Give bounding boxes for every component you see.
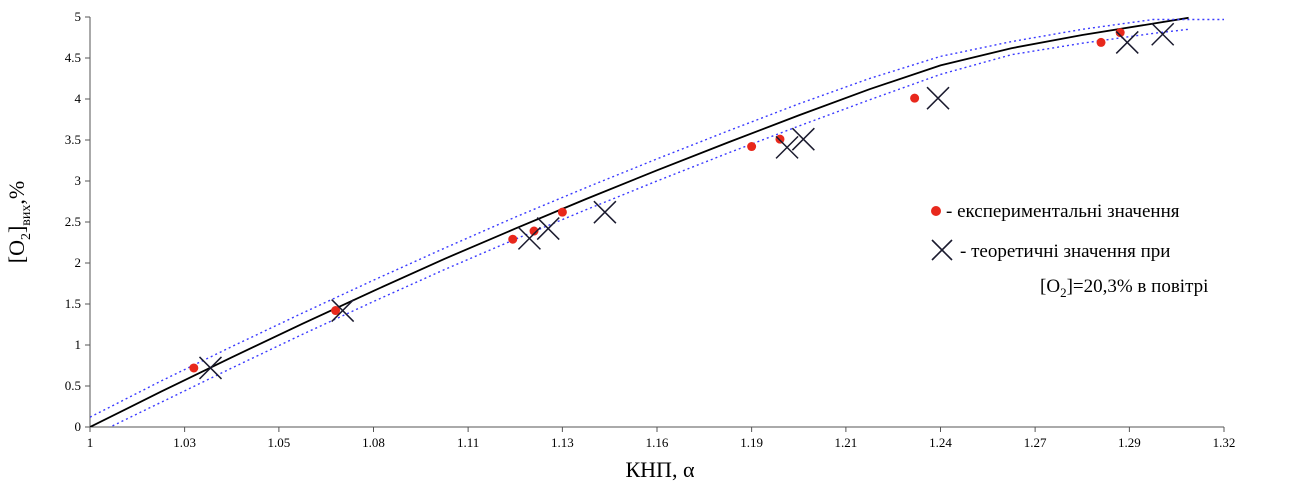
y-axis-label-mid: ]	[4, 226, 29, 233]
legend-theoretical-marker	[931, 239, 953, 261]
cross-stroke	[791, 127, 815, 151]
x-tick-label: 1.27	[1024, 435, 1047, 450]
cross-stroke	[775, 135, 799, 159]
x-tick-label: 1.11	[457, 435, 479, 450]
y-tick-label: 5	[75, 9, 82, 24]
cross-stroke	[331, 299, 355, 323]
fit-line	[90, 16, 1189, 427]
y-tick-label: 1	[75, 337, 82, 352]
theoretical-point	[198, 356, 223, 380]
theoretical-point	[536, 217, 560, 241]
confidence-band-line	[108, 28, 1189, 427]
theoretical-point	[331, 299, 355, 323]
y-axis-label: [O2]вих,%	[4, 181, 34, 263]
cross-stroke	[926, 86, 950, 110]
y-axis-label-post: ,%	[4, 181, 29, 205]
theoretical-point	[791, 127, 815, 151]
y-tick-label: 2	[75, 255, 82, 270]
legend-experimental-label: - експериментальні значення	[946, 201, 1180, 222]
x-tick-label: 1.05	[268, 435, 291, 450]
experimental-point	[508, 234, 518, 244]
legend-experimental-marker	[931, 206, 941, 216]
y-axis-label-pre: [O	[4, 240, 29, 263]
legend: - експериментальні значення - теоретичні…	[931, 201, 1208, 300]
cross-stroke	[536, 217, 560, 241]
theoretical-point	[775, 135, 799, 159]
experimental-point	[747, 142, 757, 152]
y-axis-title: [O2]вих,%	[4, 181, 34, 263]
y-tick-label: 3	[75, 173, 82, 188]
cross-stroke	[517, 226, 541, 250]
legend-theoretical-label: - теоретичні значення при	[960, 241, 1170, 262]
x-tick-label: 1.03	[173, 435, 196, 450]
y-tick-label: 1.5	[65, 296, 81, 311]
experimental-point	[331, 306, 341, 316]
cross-stroke	[1115, 30, 1139, 54]
y-axis-label-sub2: вих	[19, 205, 34, 226]
y-tick-label: 0	[75, 419, 82, 434]
experimental-point	[557, 207, 567, 217]
cross-stroke	[593, 200, 617, 224]
y-tick-label: 0.5	[65, 378, 81, 393]
y-tick-label: 4.5	[65, 50, 81, 65]
plot-area: 1 1.03 1.05 1.08 1.11 1.13 1.16 1.19 1.21 1.24 1.2…	[65, 9, 1236, 450]
x-tick-label: 1.24	[929, 435, 952, 450]
theoretical-point	[1115, 30, 1139, 54]
experimental-point	[1115, 28, 1125, 38]
theoretical-point	[1151, 22, 1175, 46]
y-tick-label: 3.5	[65, 132, 81, 147]
experimental-point	[910, 93, 920, 103]
x-axis-label: КНП, α	[626, 457, 695, 482]
x-axis-title: КНП, α	[626, 457, 695, 482]
theoretical-point	[926, 86, 950, 110]
y-axis-label-sub1: 2	[19, 233, 34, 240]
x-tick-label: 1.08	[362, 435, 385, 450]
cross-stroke	[198, 356, 223, 380]
x-tick-label: 1	[87, 435, 94, 450]
experimental-point	[775, 134, 785, 144]
theoretical-point	[517, 226, 541, 250]
x-tick-label: 1.29	[1118, 435, 1141, 450]
y-tick-label: 4	[75, 91, 82, 106]
experimental-point	[1096, 37, 1106, 47]
x-tick-label: 1.16	[646, 435, 669, 450]
x-tick-label: 1.13	[551, 435, 574, 450]
confidence-band-line	[90, 18, 1224, 418]
legend-theoretical-label-line2: [O2]=20,3% в повітрі	[1040, 276, 1208, 300]
x-tick-label: 1.21	[835, 435, 858, 450]
x-tick-label: 1.32	[1213, 435, 1236, 450]
theoretical-point	[593, 200, 617, 224]
experimental-point	[189, 363, 199, 373]
x-tick-label: 1.19	[740, 435, 763, 450]
cross-stroke	[1151, 22, 1175, 46]
y-tick-label: 2.5	[65, 214, 81, 229]
experimental-point	[529, 226, 539, 236]
